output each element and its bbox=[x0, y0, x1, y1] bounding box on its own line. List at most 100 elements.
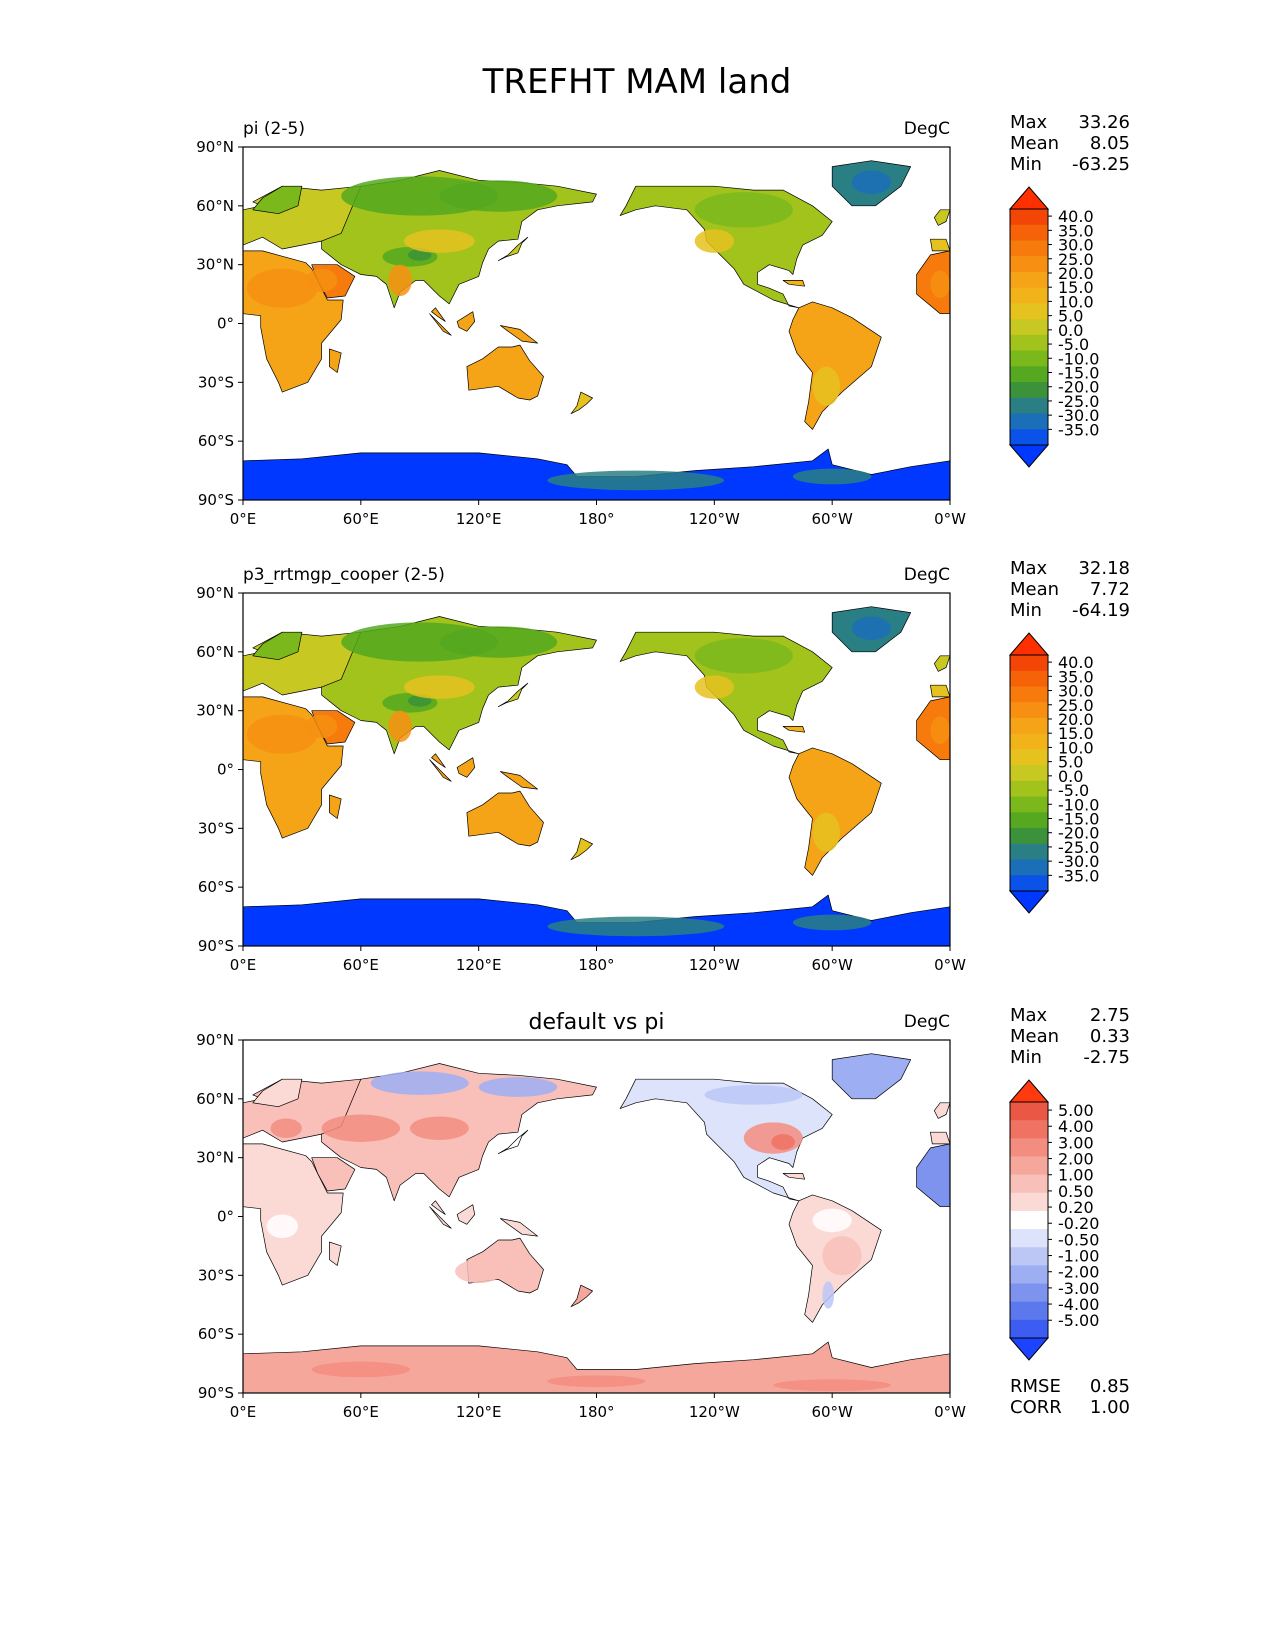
land-japan bbox=[497, 236, 529, 262]
field-contour bbox=[321, 1114, 401, 1142]
land-japan bbox=[497, 682, 529, 708]
map-field bbox=[243, 1053, 950, 1393]
field-contour bbox=[694, 675, 734, 699]
lat-tick-label: 90°S bbox=[198, 937, 234, 955]
lat-tick-label: 30°N bbox=[196, 702, 234, 720]
lon-tick-label: 0°W bbox=[934, 956, 966, 974]
colorbar-bin bbox=[1010, 812, 1048, 829]
lon-tick-label: 60°E bbox=[343, 510, 379, 528]
colorbar-tick-label: -35.0 bbox=[1058, 420, 1099, 439]
land-ngu bbox=[499, 325, 538, 344]
colorbar-tick-label: 20.0 bbox=[1058, 264, 1094, 283]
colorbar-tick-label: -35.0 bbox=[1058, 866, 1099, 885]
colorbar-bin bbox=[1010, 765, 1048, 782]
colorbar-tick-label: -15.0 bbox=[1058, 809, 1099, 828]
lat-tick-label: 60°S bbox=[198, 878, 234, 896]
land-carib bbox=[782, 1173, 806, 1180]
land-samer bbox=[788, 747, 882, 876]
lon-tick-label: 180° bbox=[578, 956, 614, 974]
colorbar-tick-label: 40.0 bbox=[1058, 207, 1094, 226]
panel-title: pi (2-5) bbox=[243, 119, 305, 139]
colorbar-bin bbox=[1010, 749, 1048, 766]
colorbar-bin bbox=[1010, 859, 1048, 876]
panel-units: DegC bbox=[904, 1012, 950, 1032]
land-indoc bbox=[431, 307, 446, 322]
field-contour bbox=[270, 1118, 302, 1139]
stat-value: 33.26 bbox=[1078, 112, 1130, 133]
field-contour bbox=[694, 192, 793, 228]
colorbar-bin bbox=[1010, 1301, 1048, 1321]
lon-tick-label: 0°E bbox=[230, 956, 257, 974]
colorbar-tick-label: -10.0 bbox=[1058, 349, 1099, 368]
field-contour bbox=[694, 229, 734, 253]
lat-tick-label: 90°N bbox=[196, 584, 234, 602]
colorbar-bin bbox=[1010, 319, 1048, 336]
colorbar-bin bbox=[1010, 1138, 1048, 1157]
field-contour bbox=[439, 626, 558, 658]
colorbar-bin bbox=[1010, 287, 1048, 304]
colorbar-tick-label: 40.0 bbox=[1058, 653, 1094, 672]
land-sumatra bbox=[429, 313, 452, 336]
lon-tick-label: 120°E bbox=[456, 510, 502, 528]
land-austr bbox=[466, 344, 544, 401]
stat-label: Max bbox=[1010, 1005, 1048, 1026]
colorbar-tick-label: -30.0 bbox=[1058, 852, 1099, 871]
lat-tick-label: 60°S bbox=[198, 432, 234, 450]
land-indoc bbox=[431, 753, 446, 768]
colorbar-bin bbox=[1010, 240, 1048, 257]
colorbar-bin bbox=[1010, 366, 1048, 383]
field-contour bbox=[792, 468, 872, 485]
land-green bbox=[831, 1053, 912, 1100]
field-contour bbox=[305, 714, 338, 739]
land-iberia bbox=[930, 684, 950, 698]
field-contour bbox=[404, 675, 475, 699]
colorbar-tick-label: 30.0 bbox=[1058, 682, 1094, 701]
field-contour bbox=[812, 812, 841, 852]
lat-tick-label: 90°S bbox=[198, 491, 234, 509]
field-contour bbox=[266, 1214, 298, 1239]
land-ngu bbox=[499, 1218, 538, 1237]
lat-tick-label: 90°N bbox=[196, 138, 234, 156]
lat-tick-label: 30°N bbox=[196, 1149, 234, 1167]
colorbar-tick-label: -15.0 bbox=[1058, 363, 1099, 382]
land-wafr bbox=[916, 1143, 950, 1208]
field-contour bbox=[404, 229, 475, 253]
colorbar-tick-label: 15.0 bbox=[1058, 724, 1094, 743]
field-contour bbox=[851, 170, 892, 195]
field-contour bbox=[704, 1085, 803, 1105]
field-contour bbox=[388, 710, 412, 743]
field-contour bbox=[370, 1071, 469, 1095]
map-field bbox=[243, 606, 950, 946]
colorbar-bin bbox=[1010, 1247, 1048, 1266]
colorbar-tick-label: 10.0 bbox=[1058, 292, 1094, 311]
lat-tick-label: 60°S bbox=[198, 1325, 234, 1343]
land-scandi bbox=[252, 631, 303, 661]
land-ukire bbox=[933, 209, 950, 226]
stat-value: 7.72 bbox=[1090, 579, 1130, 600]
colorbar-tick-label: -5.00 bbox=[1058, 1311, 1099, 1330]
colorbar-bin bbox=[1010, 303, 1048, 320]
colorbar-extend-min bbox=[1008, 890, 1050, 914]
stat-label: Max bbox=[1010, 112, 1048, 133]
lat-tick-label: 30°S bbox=[198, 1266, 234, 1284]
land-iberia bbox=[930, 1131, 950, 1145]
stat-label: Min bbox=[1010, 600, 1042, 621]
colorbar-extend-max bbox=[1008, 632, 1050, 656]
colorbar-bin bbox=[1010, 780, 1048, 798]
colorbar-frame bbox=[1009, 1101, 1049, 1339]
lat-tick-label: 30°N bbox=[196, 256, 234, 274]
colorbar-tick-label: -30.0 bbox=[1058, 406, 1099, 425]
colorbar-tick-label: 10.0 bbox=[1058, 738, 1094, 757]
lat-tick-label: 60°N bbox=[196, 643, 234, 661]
map-panel-2: 90°N 60°N 30°N 0° 30°S 60°S 90°S0°E 60°E 120°E 18… bbox=[196, 558, 1130, 974]
land-namer bbox=[619, 1078, 833, 1202]
colorbar-bin bbox=[1010, 1210, 1048, 1230]
colorbar-tick-label: 3.00 bbox=[1058, 1133, 1094, 1152]
stat-label: Mean bbox=[1010, 579, 1059, 600]
land-carib bbox=[782, 726, 806, 733]
colorbar-bin bbox=[1010, 1102, 1048, 1121]
colorbar-tick-label: -25.0 bbox=[1058, 838, 1099, 857]
field-contour bbox=[930, 716, 950, 745]
colorbar-tick-label: 1.00 bbox=[1058, 1166, 1094, 1185]
colorbar-tick-label: 35.0 bbox=[1058, 667, 1094, 686]
